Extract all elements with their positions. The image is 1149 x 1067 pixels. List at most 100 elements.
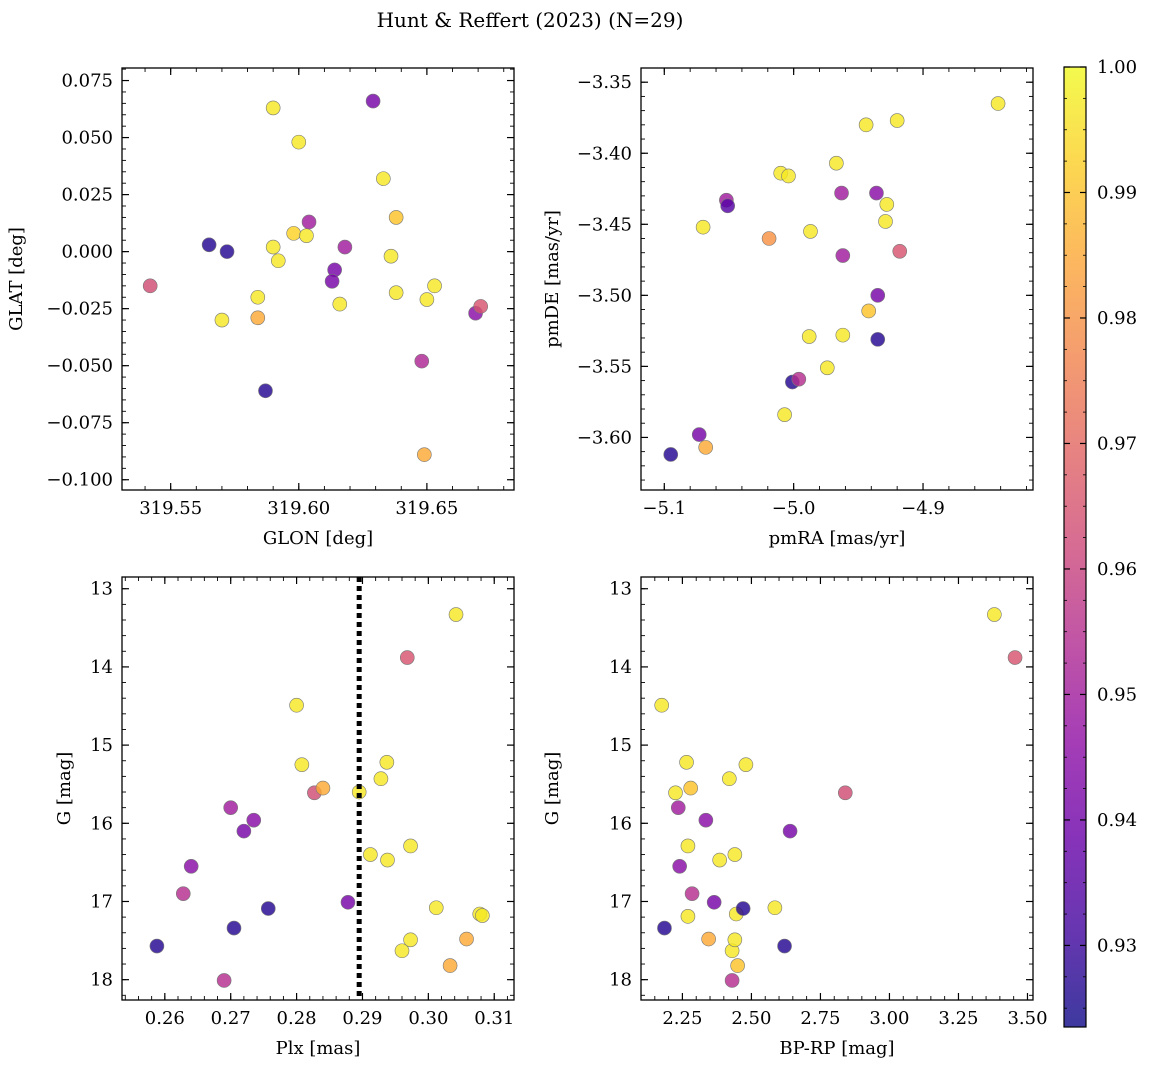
- scatter-point: [265, 239, 281, 255]
- y-tick-label: −0.050: [46, 356, 113, 377]
- x-tick-label: −5.0: [772, 498, 816, 519]
- y-tick-label: 17: [90, 891, 113, 912]
- scatter-point: [683, 780, 698, 796]
- scatter-point: [684, 886, 700, 901]
- scatter-point: [301, 214, 317, 230]
- x-tick-label: 2.50: [731, 1008, 771, 1029]
- colorbar-gradient: [1064, 67, 1086, 1027]
- scatter-point: [442, 958, 458, 973]
- colorbar-tick-label: 0.98: [1097, 308, 1137, 329]
- x-tick-label: 0.27: [211, 1008, 251, 1029]
- x-tick-label: 2.25: [662, 1008, 702, 1029]
- x-tick-label: 3.00: [869, 1008, 909, 1029]
- y-tick-label: 0.075: [61, 71, 113, 92]
- scatter-point: [735, 901, 751, 916]
- scatter-point: [226, 920, 242, 936]
- scatter-point: [791, 371, 807, 387]
- scatter-point: [324, 273, 340, 289]
- scatter-point: [448, 607, 464, 622]
- colorbar: 0.93 0.94 0.95 0.96 0.97 0.98 0.99 1.00: [1063, 57, 1137, 1028]
- scatter-point: [332, 296, 348, 312]
- x-axis-label: pmRA [mas/yr]: [769, 528, 906, 549]
- y-tick-label: −0.100: [46, 470, 113, 491]
- colorbar-frame: [1063, 66, 1087, 1028]
- scatter-point: [870, 332, 886, 347]
- axes-frame: [640, 67, 1034, 491]
- scatter-point: [270, 253, 286, 269]
- scatter-point: [670, 800, 686, 815]
- scatter-point: [680, 909, 696, 924]
- scatter-point: [879, 197, 895, 212]
- scatter-point: [265, 100, 281, 116]
- scatter-point: [835, 248, 851, 263]
- y-tick-label: 0.025: [61, 185, 113, 206]
- scatter-point: [722, 771, 737, 787]
- axes-frame: [640, 576, 1034, 1001]
- scatter-point: [388, 285, 404, 300]
- scatter-point: [727, 847, 743, 862]
- y-tick-label: −0.075: [46, 413, 113, 434]
- y-tick-label: −3.50: [577, 285, 632, 306]
- scatter-point: [698, 440, 713, 455]
- scatter-point: [781, 168, 796, 184]
- scatter-point: [223, 800, 239, 815]
- x-tick-label: 0.30: [408, 1008, 448, 1029]
- x-tick-label: 0.28: [277, 1008, 317, 1029]
- scatter-point: [706, 894, 722, 910]
- scatter-point: [829, 155, 844, 171]
- x-tick-label: −4.9: [901, 498, 945, 519]
- scatter-point: [142, 278, 158, 294]
- scatter-point: [990, 96, 1006, 111]
- scatter-point: [315, 780, 331, 796]
- axes-frame: [121, 67, 515, 491]
- colorbar-tick-label: 1.00: [1097, 57, 1137, 78]
- y-tick-label: 18: [90, 970, 113, 991]
- y-tick-label: 13: [609, 579, 632, 600]
- scatter-point: [419, 292, 435, 307]
- panel-bprp-g: 2.25 2.50 2.75 3.00 3.25 3.50 13 14 15 16 17 18 BP-R…: [542, 576, 1048, 1059]
- panel-glon-glat: 319.55 319.60 319.65 0.075 0.050 0.025 0.000 −0…: [6, 67, 515, 549]
- scatter-point: [399, 650, 415, 665]
- y-axis-label: pmDE [mas/yr]: [542, 210, 563, 348]
- scatter-point: [175, 886, 191, 901]
- scatter-point: [738, 757, 754, 772]
- scatter-point: [414, 353, 430, 369]
- scatter-point: [691, 427, 707, 442]
- colorbar-tick-label: 0.95: [1097, 684, 1137, 705]
- y-tick-label: 15: [90, 735, 113, 756]
- scatter-point: [379, 755, 395, 770]
- x-tick-label: 319.60: [267, 498, 330, 519]
- colorbar-tick-label: 0.93: [1097, 935, 1137, 956]
- scatter-point: [987, 607, 1002, 622]
- scatter-point: [777, 407, 792, 422]
- x-tick-label: 0.26: [145, 1008, 185, 1029]
- scatter-point: [724, 973, 740, 988]
- scatter-point: [363, 847, 378, 862]
- x-tick-label: 3.50: [1007, 1008, 1047, 1029]
- x-axis-label: Plx [mas]: [276, 1038, 361, 1059]
- scatter-point: [803, 224, 818, 239]
- x-tick-label: 319.55: [139, 498, 202, 519]
- scatter-point: [149, 938, 165, 954]
- scatter-point: [201, 237, 217, 253]
- y-tick-label: −3.60: [577, 427, 632, 448]
- scatter-point: [246, 812, 262, 828]
- scatter-point: [698, 812, 714, 828]
- scatter-point: [720, 198, 735, 214]
- scatter-point: [869, 185, 884, 201]
- scatter-point: [403, 838, 418, 854]
- x-tick-label: 3.25: [938, 1008, 978, 1029]
- scatter-point: [214, 312, 230, 328]
- scatter-point: [892, 243, 908, 259]
- scatter-point: [663, 447, 679, 462]
- y-tick-label: 14: [609, 657, 632, 678]
- scatter-point: [299, 228, 314, 243]
- scatter-point: [417, 447, 432, 462]
- y-tick-label: 16: [90, 813, 113, 834]
- scatter-point: [388, 210, 404, 225]
- scatter-point: [654, 697, 670, 713]
- x-tick-label: 319.65: [395, 498, 458, 519]
- scatter-point: [294, 757, 310, 772]
- scatter-point: [767, 900, 783, 916]
